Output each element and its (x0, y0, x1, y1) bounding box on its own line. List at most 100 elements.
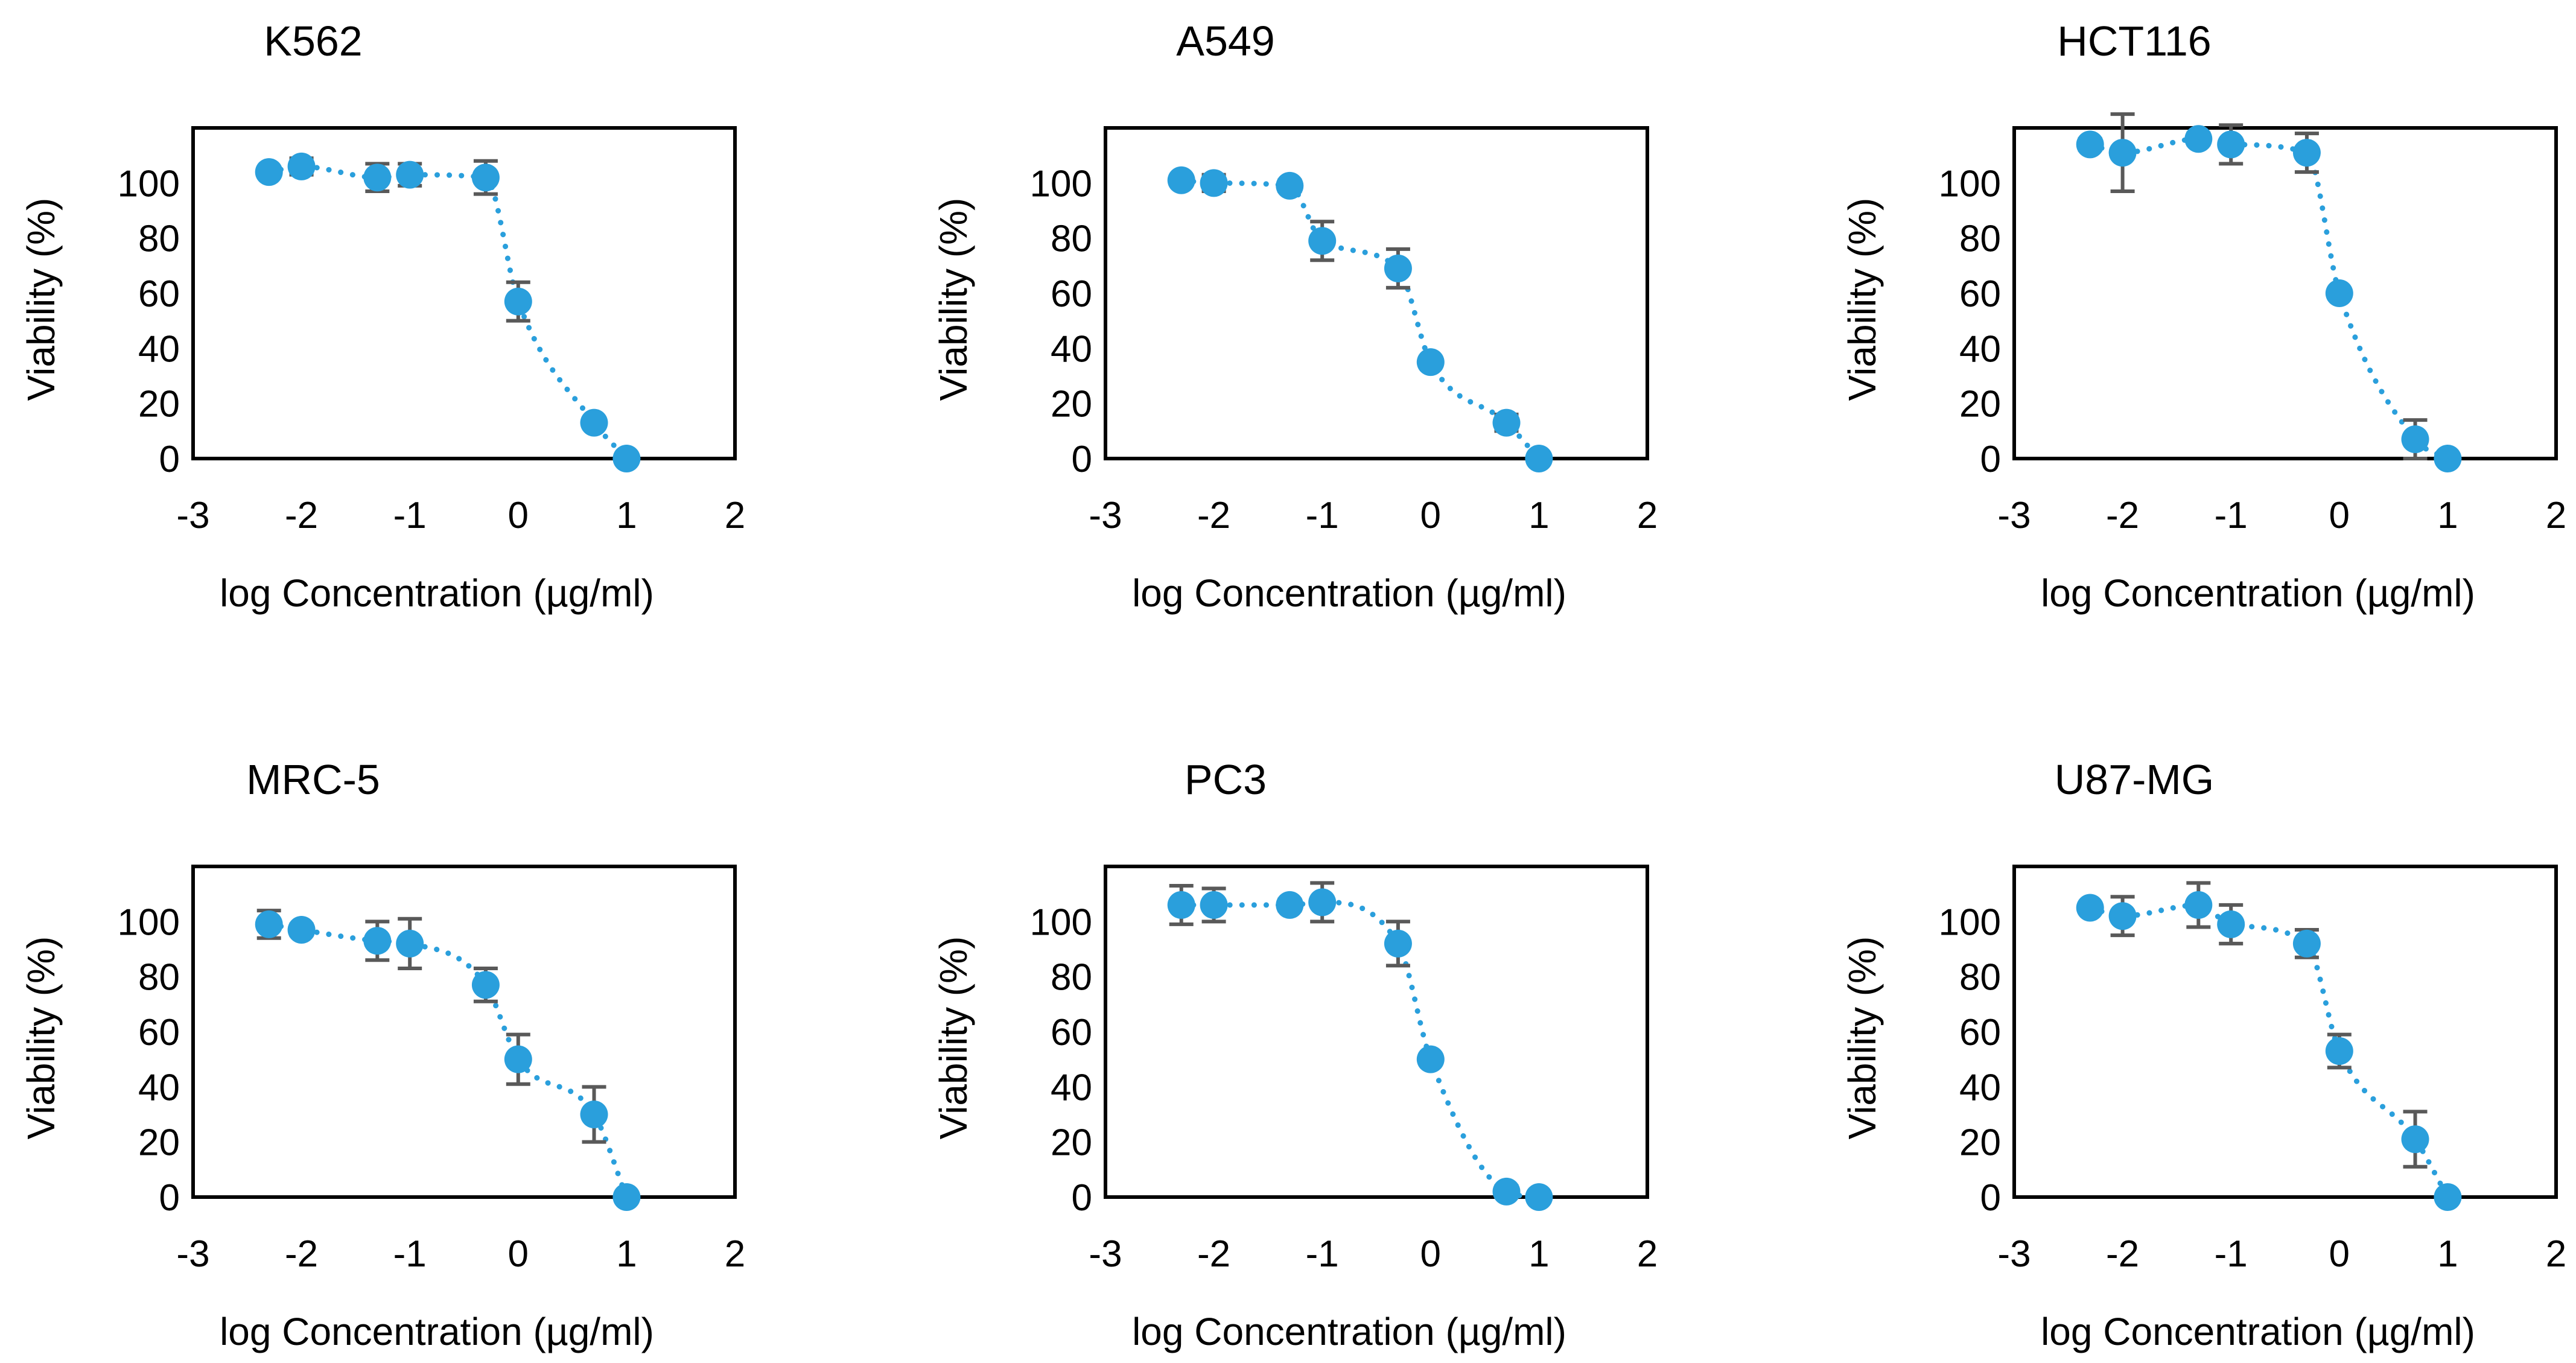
y-tick-label: 100 (1030, 901, 1092, 943)
x-axis-label: log Concentration (µg/ml) (220, 1310, 654, 1353)
data-point (363, 164, 391, 191)
data-point (396, 161, 424, 189)
y-axis-label: Viability (%) (932, 198, 975, 401)
y-axis-label: Viability (%) (932, 936, 975, 1140)
x-axis-label: log Concentration (µg/ml) (2041, 571, 2475, 615)
y-tick-label: 40 (1051, 1067, 1092, 1108)
data-point (288, 916, 316, 944)
data-point (2434, 1183, 2461, 1211)
data-point (2293, 139, 2321, 167)
data-point (2293, 930, 2321, 958)
x-tick-label: -1 (393, 1233, 427, 1275)
y-tick-label: 40 (138, 1067, 180, 1108)
x-tick-label: 1 (2437, 1233, 2458, 1275)
chart-title: A549 (1176, 17, 1274, 65)
data-point (396, 930, 424, 958)
y-tick-label: 20 (1051, 1122, 1092, 1164)
x-tick-label: -2 (285, 1233, 318, 1275)
x-tick-label: -3 (1089, 495, 1122, 536)
x-tick-label: 1 (1528, 1233, 1549, 1275)
data-point (2076, 894, 2104, 922)
chart-title: U87-MG (2055, 756, 2214, 803)
x-tick-label: 0 (2329, 495, 2350, 536)
data-point (1168, 167, 1195, 194)
x-tick-label: 0 (2329, 1233, 2350, 1275)
x-tick-label: 2 (2546, 1233, 2566, 1275)
y-tick-label: 20 (1051, 384, 1092, 425)
y-tick-label: 40 (1959, 328, 2001, 370)
y-tick-label: 0 (1980, 1177, 2001, 1219)
y-tick-label: 60 (138, 1012, 180, 1053)
data-point (1276, 891, 1303, 919)
y-tick-label: 60 (1051, 1012, 1092, 1053)
y-tick-label: 0 (1072, 1177, 1092, 1219)
data-point (2402, 425, 2429, 453)
x-tick-label: -1 (2215, 495, 2248, 536)
x-tick-label: 2 (725, 1233, 745, 1275)
x-axis-label: log Concentration (µg/ml) (1132, 571, 1566, 615)
data-point (1384, 930, 1412, 958)
data-point (1525, 1183, 1553, 1211)
data-point (1493, 409, 1521, 437)
x-tick-label: -3 (1089, 1233, 1122, 1275)
x-tick-label: 1 (616, 1233, 637, 1275)
data-point (1417, 348, 1445, 376)
y-axis-label: Viability (%) (19, 198, 63, 401)
y-tick-label: 80 (1959, 957, 2001, 999)
y-tick-label: 100 (118, 901, 180, 943)
y-tick-label: 80 (138, 957, 180, 999)
x-tick-label: -2 (285, 495, 318, 536)
chart-title: K562 (264, 17, 362, 65)
figure: K562 0 20 40 60 80 100 -3 -2 -1 0 1 2 log Concentrati… (0, 0, 2576, 1360)
data-point (2326, 1037, 2353, 1065)
x-tick-label: -3 (176, 495, 209, 536)
figure-svg: K562020406080100-3 -2 -1 0 1 2log Concentrati… (0, 0, 2576, 1360)
x-tick-label: 0 (508, 495, 529, 536)
y-axis-label: Viability (%) (19, 936, 63, 1140)
data-point (255, 158, 283, 186)
x-tick-label: -3 (1997, 1233, 2031, 1275)
x-tick-label: -1 (1306, 1233, 1339, 1275)
data-point (2184, 125, 2212, 153)
y-tick-label: 20 (138, 384, 180, 425)
data-point (1200, 169, 1228, 197)
x-tick-label: -1 (393, 495, 427, 536)
x-tick-label: 1 (2437, 495, 2458, 536)
data-point (472, 164, 500, 191)
y-tick-label: 100 (1939, 163, 2001, 205)
x-tick-label: -1 (1306, 495, 1339, 536)
y-tick-label: 0 (1980, 439, 2001, 480)
data-point (255, 910, 283, 938)
data-point (2217, 910, 2245, 938)
y-tick-label: 60 (1959, 1012, 2001, 1053)
data-point (580, 409, 608, 437)
y-tick-label: 0 (159, 1177, 180, 1219)
data-point (504, 288, 532, 316)
x-tick-label: 1 (1528, 495, 1549, 536)
data-point (288, 153, 316, 180)
data-point (1168, 891, 1195, 919)
data-point (612, 445, 640, 472)
x-tick-label: -2 (1197, 1233, 1230, 1275)
x-tick-label: 0 (508, 1233, 529, 1275)
data-point (1308, 888, 1336, 916)
x-axis-label: log Concentration (µg/ml) (220, 571, 654, 615)
y-tick-label: 0 (159, 439, 180, 480)
y-tick-label: 100 (1939, 901, 2001, 943)
chart-title: HCT116 (2057, 17, 2211, 65)
y-tick-label: 40 (138, 328, 180, 370)
y-tick-label: 80 (1051, 218, 1092, 260)
data-point (363, 927, 391, 955)
x-tick-label: -2 (2106, 495, 2139, 536)
y-tick-label: 0 (1072, 439, 1092, 480)
data-point (1308, 227, 1336, 255)
y-tick-label: 60 (138, 273, 180, 315)
x-tick-label: 2 (2546, 495, 2566, 536)
x-axis-label: log Concentration (µg/ml) (1132, 1310, 1566, 1353)
data-point (2217, 130, 2245, 158)
y-tick-label: 40 (1959, 1067, 2001, 1108)
x-tick-label: -1 (2215, 1233, 2248, 1275)
data-point (1200, 891, 1228, 919)
y-tick-label: 40 (1051, 328, 1092, 370)
x-tick-label: 0 (1420, 495, 1441, 536)
